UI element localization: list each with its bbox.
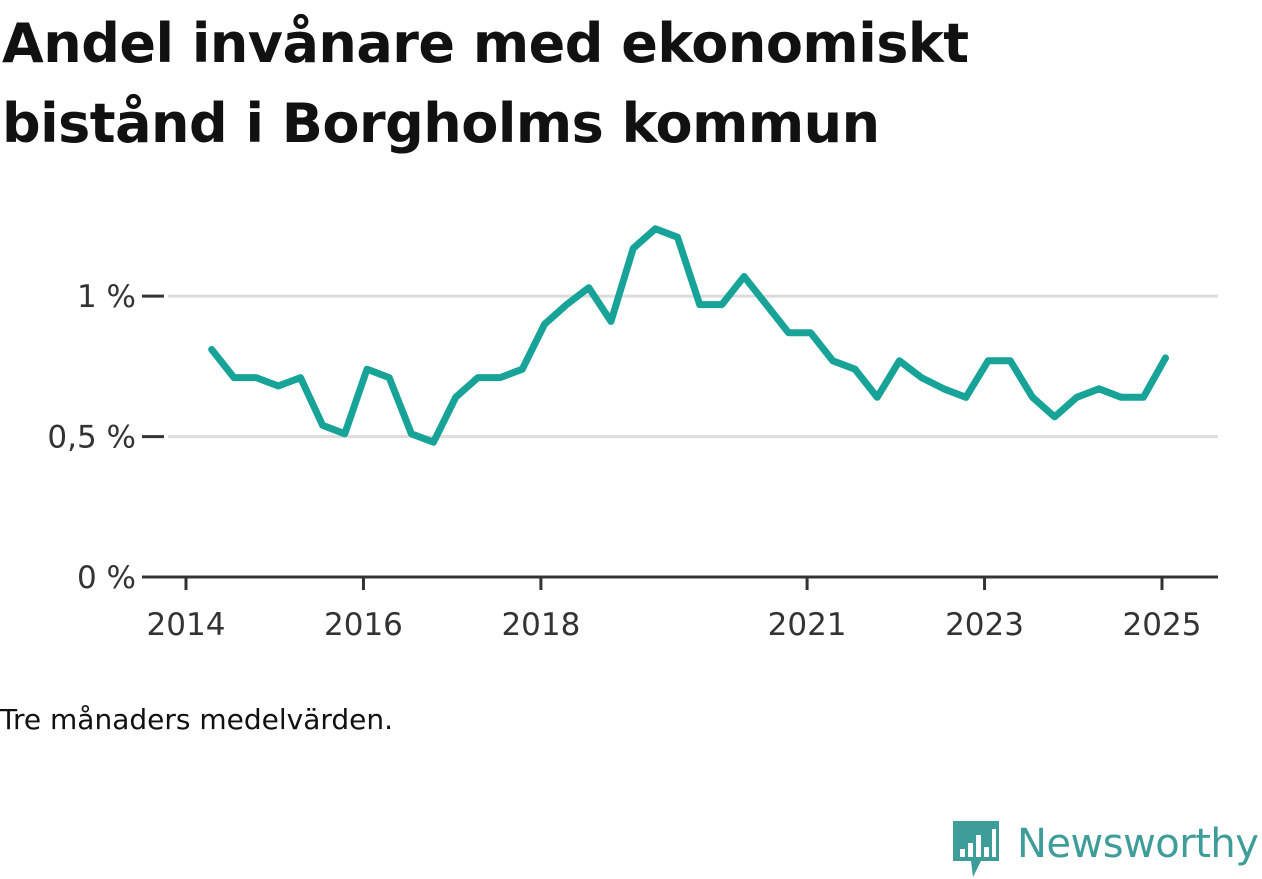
newsworthy-logo: Newsworthy <box>951 819 1259 879</box>
series-group <box>208 225 1169 446</box>
brand-name: Newsworthy <box>1017 821 1259 867</box>
bar-chart-speech-icon <box>953 821 999 877</box>
y-axis: 0 % 0,5 % 1 % <box>47 279 164 596</box>
y-tick-label: 1 % <box>77 279 136 315</box>
chart-note: Tre månaders medelvärden. <box>0 703 394 736</box>
x-tick-label: 2025 <box>1123 607 1202 643</box>
y-tick-label: 0 % <box>77 560 136 596</box>
series-line <box>208 225 1169 446</box>
x-tick-label: 2014 <box>147 607 226 643</box>
x-axis: 2014 2016 2018 2021 2023 2025 <box>147 577 1202 643</box>
x-tick-label: 2023 <box>945 607 1024 643</box>
x-tick-label: 2021 <box>768 607 847 643</box>
chart-title: Andel invånare med ekonomiskt bistånd i … <box>2 12 969 155</box>
y-tick-label: 0,5 % <box>47 420 136 456</box>
x-tick-label: 2016 <box>324 607 403 643</box>
x-tick-label: 2018 <box>501 607 580 643</box>
